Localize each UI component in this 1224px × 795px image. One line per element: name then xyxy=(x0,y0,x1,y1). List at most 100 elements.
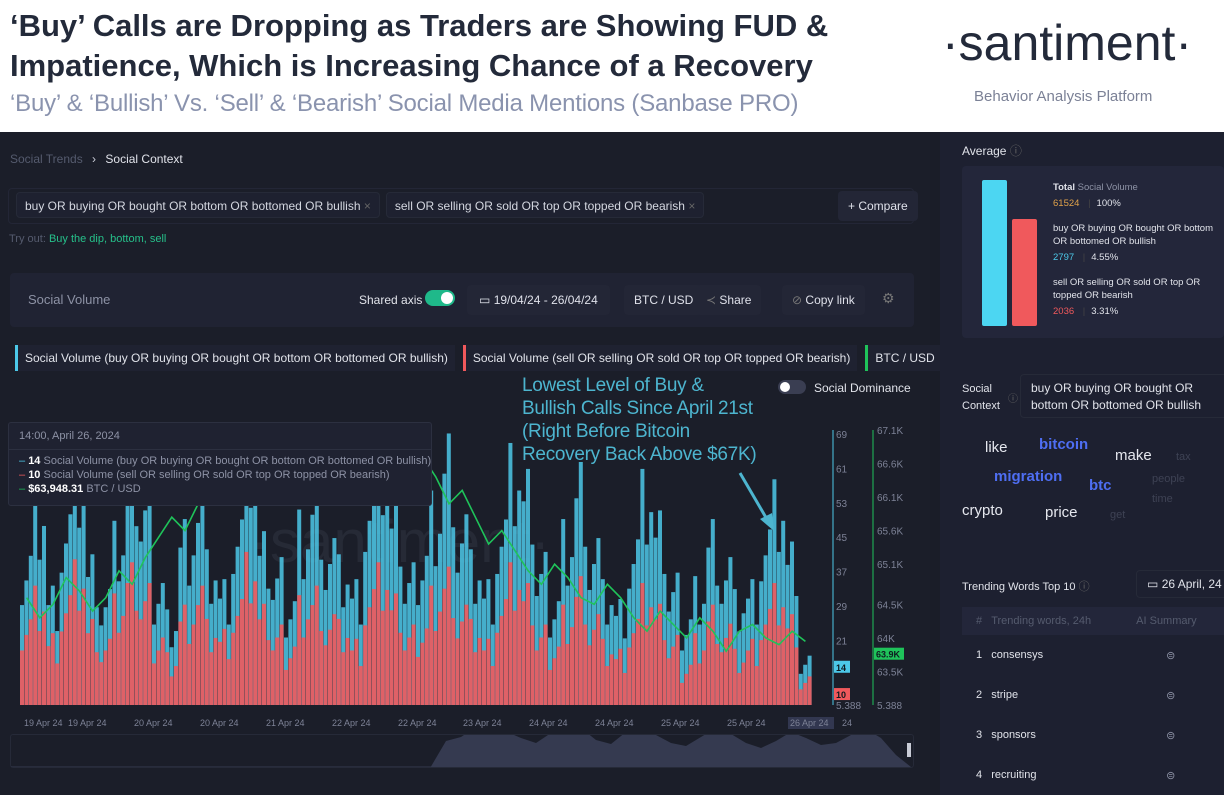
x-tick: 24 xyxy=(842,718,852,728)
bar-sell xyxy=(499,615,504,705)
share-button[interactable]: ≺ Share xyxy=(696,285,762,315)
table-row[interactable]: 2 stripe ⊜ xyxy=(962,675,1224,715)
bar-sell xyxy=(257,619,262,705)
bar-sell xyxy=(389,610,394,705)
word-cloud-item[interactable]: migration xyxy=(994,468,1063,485)
word-cloud-item[interactable]: make xyxy=(1115,447,1152,464)
bar-sell xyxy=(706,621,711,705)
bar-sell xyxy=(684,673,689,705)
query-chip-buy[interactable]: buy OR buying OR bought OR bottom OR bot… xyxy=(16,192,380,218)
query-chip-sell[interactable]: sell OR selling OR sold OR top OR topped… xyxy=(385,192,705,218)
bar-sell xyxy=(279,624,284,705)
copy-link-label: Copy link xyxy=(805,293,855,307)
x-tick: 20 Apr 24 xyxy=(200,718,239,728)
bar-sell xyxy=(42,611,46,705)
bar-sell xyxy=(583,624,588,705)
try-out-links[interactable]: Buy the dip, bottom, sell xyxy=(48,233,167,245)
bar-sell xyxy=(90,618,95,705)
compare-button[interactable]: + Compare xyxy=(838,191,918,221)
bar-buy xyxy=(490,624,495,705)
legend-sell[interactable]: Social Volume (sell OR selling OR sold O… xyxy=(462,345,858,371)
toggle-knob xyxy=(441,292,453,304)
bar-buy xyxy=(688,619,693,705)
word-cloud-item[interactable]: like xyxy=(985,439,1008,456)
bar-sell xyxy=(561,604,566,705)
bar-sell xyxy=(807,676,812,705)
x-tick: 24 Apr 24 xyxy=(529,718,568,728)
bar-sell xyxy=(728,623,733,705)
santiment-logo: ·santiment· xyxy=(942,15,1193,71)
trending-word[interactable]: consensys xyxy=(991,649,1044,661)
headline-line-1: ‘Buy’ Calls are Dropping as Traders are … xyxy=(10,8,829,43)
word-cloud-item[interactable]: tax xyxy=(1176,451,1191,463)
trending-date-picker[interactable]: ▭ 26 April, 24 xyxy=(1136,570,1224,598)
word-cloud-item[interactable]: crypto xyxy=(962,502,1003,519)
bar-sell xyxy=(116,632,121,705)
shared-axis-toggle[interactable] xyxy=(425,290,455,306)
word-cloud-item[interactable]: bitcoin xyxy=(1039,436,1089,453)
bar-sell xyxy=(539,637,544,705)
copy-link-button[interactable]: ⊘ Copy link xyxy=(782,285,865,315)
social-volume-chart[interactable]: ·santiment·696153453729215.38867.1K66.6K… xyxy=(0,422,930,767)
bar-sell xyxy=(416,656,420,705)
x-tick: 23 Apr 24 xyxy=(463,718,502,728)
average-sell-bar xyxy=(1012,219,1037,326)
word-cloud-item[interactable]: price xyxy=(1045,504,1078,521)
share-label: Share xyxy=(719,293,752,307)
table-row[interactable]: 1 consensys ⊜ xyxy=(962,635,1224,675)
bar-sell xyxy=(754,666,759,705)
social-dominance-toggle[interactable] xyxy=(778,380,806,394)
trending-word[interactable]: recruiting xyxy=(991,769,1037,781)
chevron-right-icon: › xyxy=(92,152,97,166)
asset-button[interactable]: BTC / USD xyxy=(624,285,704,315)
ai-summary-icon[interactable]: ⊜ xyxy=(1166,689,1176,702)
bar-sell xyxy=(182,604,187,705)
link-icon: ⊘ xyxy=(792,293,803,307)
ai-summary-icon[interactable]: ⊜ xyxy=(1166,769,1176,782)
date-range: 19/04/24 - 26/04/24 xyxy=(493,293,598,307)
info-icon[interactable]: ⓘ xyxy=(1078,581,1090,593)
close-icon[interactable]: × xyxy=(688,199,696,213)
bar-sell xyxy=(521,601,526,705)
legend-buy[interactable]: Social Volume (buy OR buying OR bought O… xyxy=(15,345,455,371)
ai-summary-icon[interactable]: ⊜ xyxy=(1166,649,1176,662)
headline: ‘Buy’ Calls are Dropping as Traders are … xyxy=(10,6,828,86)
x-tick: 19 Apr 24 xyxy=(68,718,107,728)
info-icon[interactable]: ⓘ xyxy=(1009,144,1022,158)
right-sidebar: Average ⓘ Total Social Volume 61524 | 100… xyxy=(940,132,1224,795)
tooltip-buy: – 14 Social Volume (buy OR buying OR bou… xyxy=(19,455,432,467)
buy-pct: 4.55% xyxy=(1091,252,1119,263)
date-range-button[interactable]: ▭ 19/04/24 - 26/04/24 xyxy=(467,285,610,315)
word-cloud-item[interactable]: time xyxy=(1152,493,1173,505)
social-context-query[interactable]: buy OR buying OR bought OR bottom OR bot… xyxy=(1020,374,1224,418)
bar-sell xyxy=(460,621,464,705)
bar-sell xyxy=(680,682,684,705)
y-left-tick: 5.388 xyxy=(836,701,861,712)
bar-sell xyxy=(772,583,777,705)
word-cloud-item[interactable]: btc xyxy=(1089,477,1112,494)
trending-word[interactable]: sponsors xyxy=(991,729,1036,741)
word-cloud-item[interactable]: get xyxy=(1110,509,1126,521)
legend-btc[interactable]: BTC / USD xyxy=(865,345,942,371)
trending-word[interactable]: stripe xyxy=(991,689,1019,701)
bar-sell xyxy=(658,603,662,705)
range-navigator[interactable] xyxy=(10,719,914,768)
breadcrumb-parent[interactable]: Social Trends xyxy=(10,152,83,166)
x-tick: 19 Apr 24 xyxy=(24,718,63,728)
bar-sell xyxy=(486,638,491,705)
table-row[interactable]: 3 sponsors ⊜ xyxy=(962,715,1224,755)
navigator-handle[interactable] xyxy=(907,743,911,757)
bar-sell xyxy=(275,637,280,705)
bar-sell xyxy=(710,604,715,705)
ai-summary-icon[interactable]: ⊜ xyxy=(1166,729,1176,742)
bar-sell xyxy=(697,663,702,705)
word-cloud-item[interactable]: people xyxy=(1152,473,1186,485)
bar-sell xyxy=(345,637,350,705)
close-icon[interactable]: × xyxy=(363,199,371,213)
settings-gear-icon[interactable]: ⚙ xyxy=(882,290,895,306)
bar-sell xyxy=(332,614,337,705)
info-icon[interactable]: ⓘ xyxy=(1008,394,1018,405)
table-row[interactable]: 4 recruiting ⊜ xyxy=(962,755,1224,795)
rank: 3 xyxy=(976,729,983,741)
average-title: Average ⓘ xyxy=(962,142,1022,159)
